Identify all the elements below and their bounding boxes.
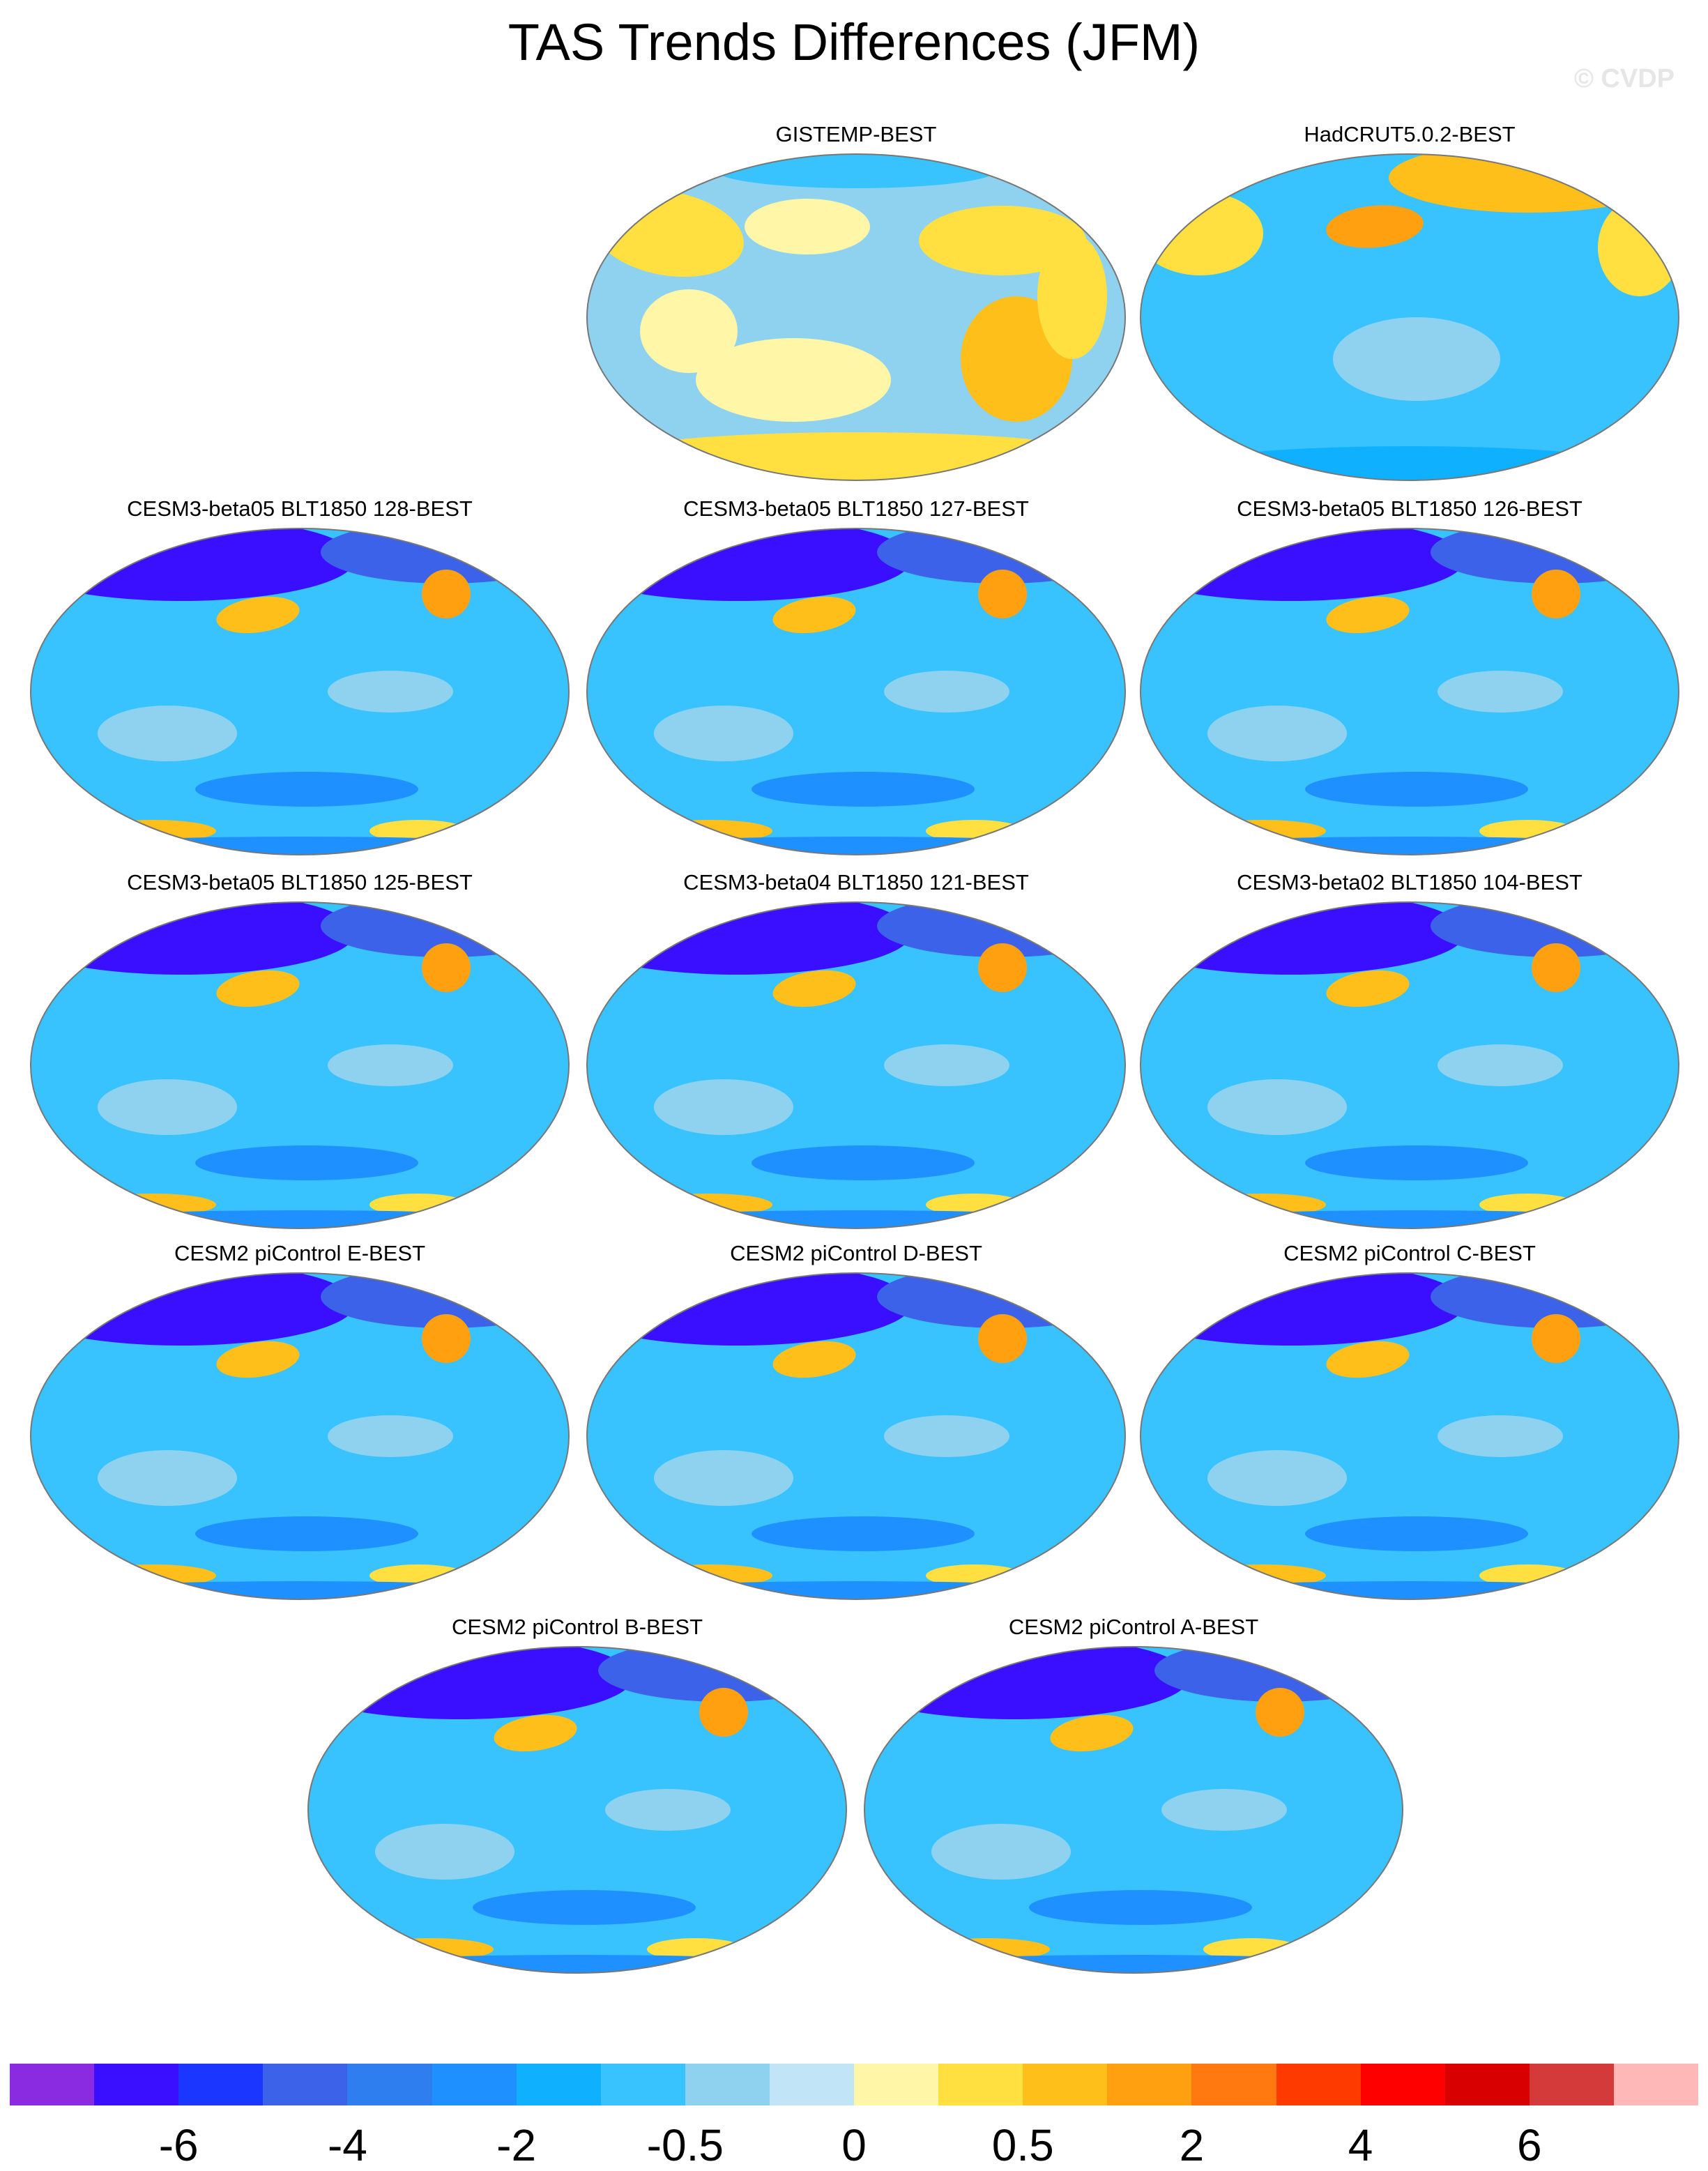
colorbar-tick-label: 4 [1348, 2120, 1373, 2170]
colorbar-tick-label: -2 [496, 2120, 537, 2170]
robinson-map [1140, 1272, 1679, 1600]
colorbar-swatch [769, 2064, 855, 2105]
panel-title: GISTEMP-BEST [775, 122, 937, 146]
robinson-map [586, 901, 1126, 1229]
panel-title: CESM2 piControl E-BEST [174, 1241, 426, 1265]
colorbar-swatch [1529, 2064, 1615, 2105]
colorbar-swatch [1107, 2064, 1192, 2105]
map-panel: CESM2 piControl B-BEST [305, 1615, 849, 1977]
colorbar-tick-label: 6 [1517, 2120, 1542, 2170]
robinson-map [586, 153, 1126, 481]
map-panel: CESM2 piControl E-BEST [28, 1241, 572, 1604]
watermark: © CVDP [1573, 64, 1675, 93]
colorbar [10, 2064, 1699, 2105]
colorbar-swatch [94, 2064, 179, 2105]
robinson-map [1140, 153, 1679, 481]
panel-title: CESM3-beta05 BLT1850 128-BEST [127, 496, 473, 521]
robinson-map [307, 1646, 847, 1974]
panel-title: CESM2 piControl A-BEST [1008, 1615, 1259, 1639]
robinson-map [864, 1646, 1403, 1974]
colorbar-tick-label: 0.5 [991, 2120, 1054, 2170]
colorbar-swatch [516, 2064, 602, 2105]
robinson-map [586, 1272, 1126, 1600]
panel-title: HadCRUT5.0.2-BEST [1304, 122, 1516, 146]
colorbar-swatch [600, 2064, 686, 2105]
panel-title: CESM3-beta05 BLT1850 127-BEST [683, 496, 1029, 521]
colorbar-swatch [178, 2064, 264, 2105]
robinson-map [30, 901, 570, 1229]
colorbar-swatch [854, 2064, 939, 2105]
map-panel: HadCRUT5.0.2-BEST [1138, 122, 1682, 485]
colorbar-tick-label: 2 [1179, 2120, 1205, 2170]
robinson-map [1140, 528, 1679, 855]
colorbar-tick-label: -0.5 [646, 2120, 724, 2170]
colorbar-tick-label: -4 [327, 2120, 367, 2170]
panel-title: CESM2 piControl D-BEST [730, 1241, 982, 1265]
colorbar-swatch [263, 2064, 348, 2105]
map-panel: CESM2 piControl D-BEST [584, 1241, 1128, 1604]
map-panel: CESM3-beta04 BLT1850 121-BEST [584, 870, 1128, 1233]
colorbar-swatch [685, 2064, 770, 2105]
robinson-map [586, 528, 1126, 855]
map-panel: GISTEMP-BEST [584, 122, 1128, 485]
colorbar-swatch [1276, 2064, 1362, 2105]
panel-title: CESM2 piControl B-BEST [451, 1615, 703, 1639]
robinson-map [30, 1272, 570, 1600]
map-panel: CESM2 piControl C-BEST [1138, 1241, 1682, 1604]
figure-title: TAS Trends Differences (JFM) [508, 13, 1200, 71]
panel-title: CESM3-beta02 BLT1850 104-BEST [1237, 870, 1583, 894]
colorbar-swatch [1023, 2064, 1108, 2105]
colorbar-swatch [10, 2064, 95, 2105]
colorbar-swatch [938, 2064, 1023, 2105]
colorbar-tick-label: 0 [841, 2120, 867, 2170]
map-panel: CESM3-beta02 BLT1850 104-BEST [1138, 870, 1682, 1233]
colorbar-tick-label: -6 [158, 2120, 199, 2170]
colorbar-swatch [1360, 2064, 1446, 2105]
map-panel: CESM2 piControl A-BEST [862, 1615, 1405, 1977]
map-panel: CESM3-beta05 BLT1850 127-BEST [584, 496, 1128, 859]
robinson-map [1140, 901, 1679, 1229]
map-panel: CESM3-beta05 BLT1850 126-BEST [1138, 496, 1682, 859]
map-panel: CESM3-beta05 BLT1850 128-BEST [28, 496, 572, 859]
panel-title: CESM3-beta05 BLT1850 126-BEST [1237, 496, 1583, 521]
colorbar-swatch [432, 2064, 517, 2105]
colorbar-swatch [1444, 2064, 1530, 2105]
colorbar-swatch [347, 2064, 432, 2105]
colorbar-swatch [1191, 2064, 1276, 2105]
panel-title: CESM3-beta05 BLT1850 125-BEST [127, 870, 473, 894]
panel-title: CESM2 piControl C-BEST [1283, 1241, 1536, 1265]
colorbar-swatch [1613, 2064, 1699, 2105]
map-panel: CESM3-beta05 BLT1850 125-BEST [28, 870, 572, 1233]
panel-title: CESM3-beta04 BLT1850 121-BEST [683, 870, 1029, 894]
robinson-map [30, 528, 570, 855]
